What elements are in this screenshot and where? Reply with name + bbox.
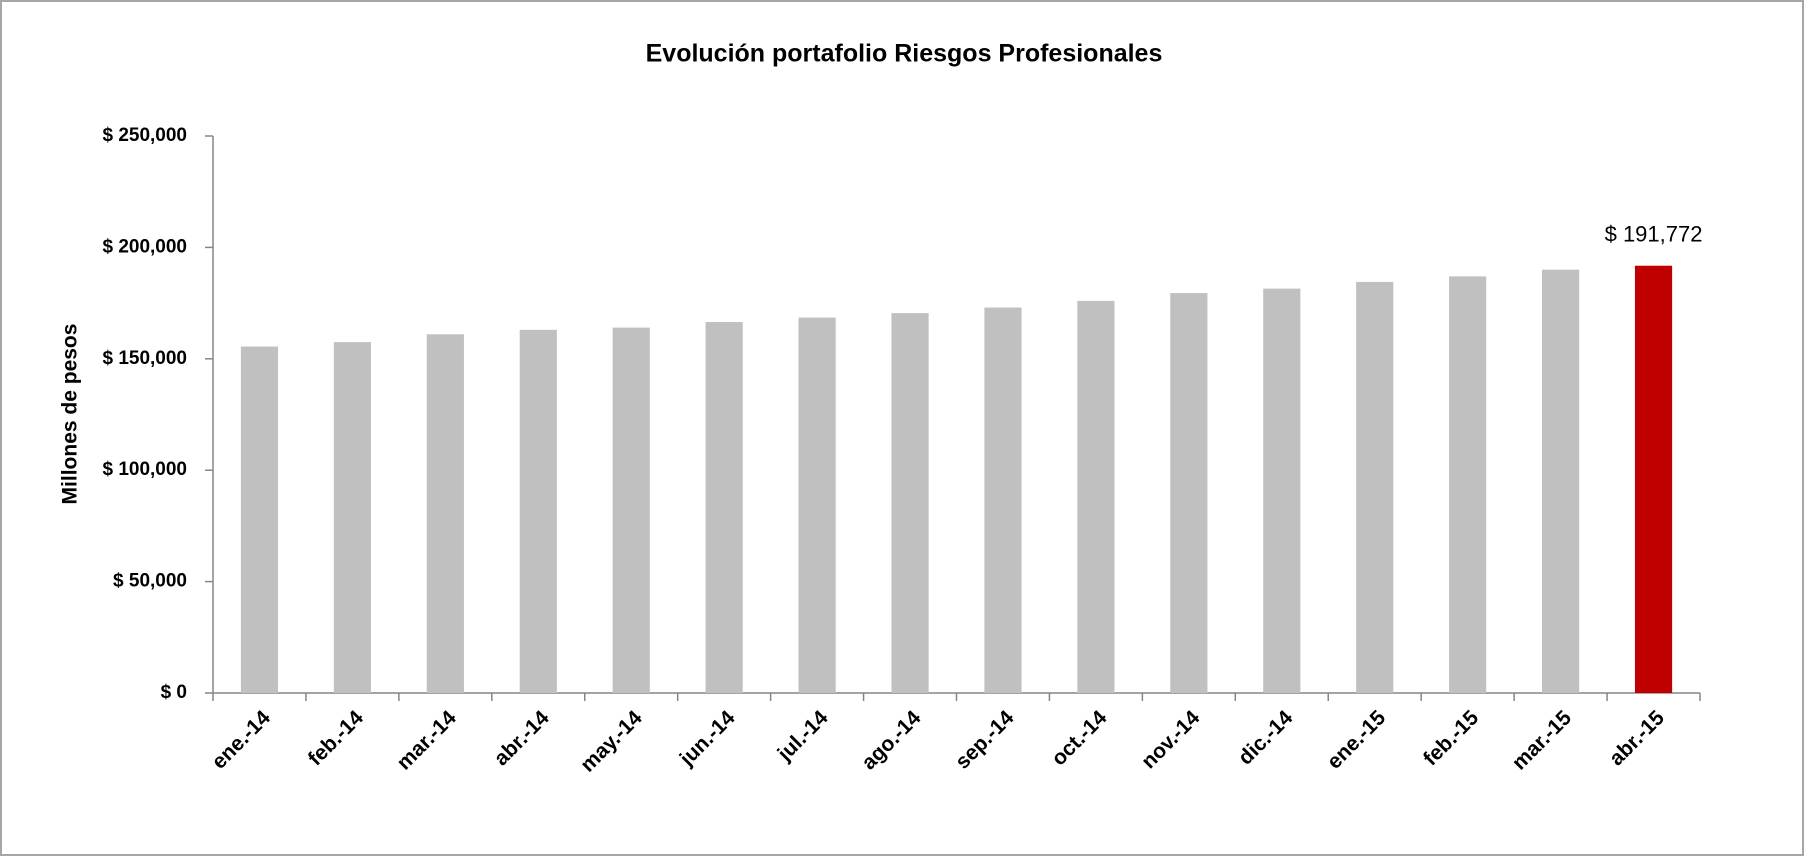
bar [1542,269,1580,693]
bar [705,322,743,693]
bar [333,342,371,693]
bar [984,307,1022,693]
bar [798,317,836,693]
value-label: $ 191,772 [1605,222,1703,247]
chart-title: Evolución portafolio Riesgos Profesional… [646,40,1163,68]
bar [240,346,279,693]
y-axis-title: Millones de pesos [59,324,82,505]
bar [1356,281,1394,693]
bar [1634,265,1673,693]
bar [1077,300,1115,693]
y-tick-label: $ 50,000 [113,571,187,592]
y-tick-label: $ 150,000 [102,348,187,369]
y-tick-label: $ 250,000 [102,125,187,146]
bar [1263,288,1301,693]
bar [891,313,929,693]
y-tick-label: $ 200,000 [102,236,187,257]
bar [1170,293,1208,693]
bar [519,329,557,693]
bar [426,334,464,693]
bar [612,327,650,693]
y-tick-label: $ 0 [161,682,187,703]
bar [1449,276,1487,693]
y-tick-label: $ 100,000 [102,459,187,480]
